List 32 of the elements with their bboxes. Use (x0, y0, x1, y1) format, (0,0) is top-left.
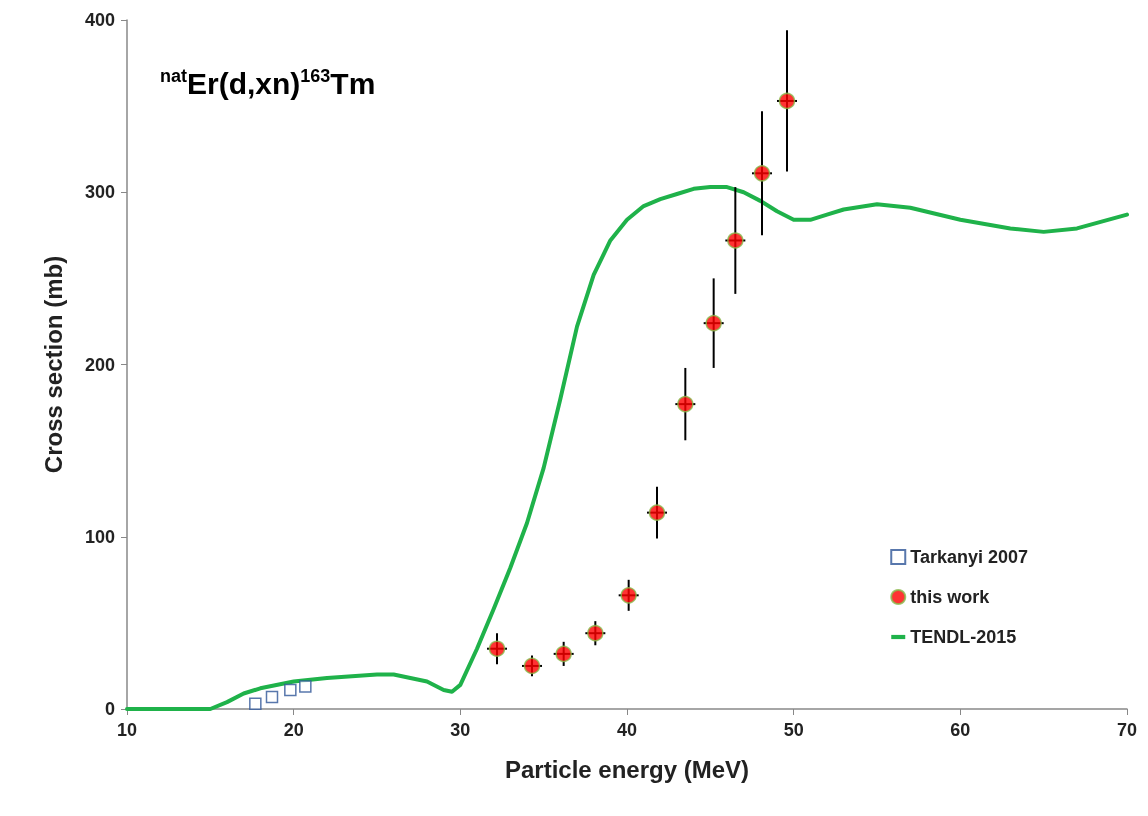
y-tick-label: 400 (84, 10, 115, 30)
point (265, 690, 279, 704)
point (299, 680, 312, 693)
y-tick-label: 100 (84, 526, 115, 547)
point (488, 640, 506, 657)
x-tick-label: 60 (950, 720, 971, 740)
y-axis-title: Cross section (mb) (39, 255, 67, 474)
y-tick-label: 200 (84, 354, 115, 375)
x-tick-label: 30 (450, 720, 471, 740)
x-tick-label: 70 (1116, 720, 1138, 740)
legend-label: Tarkanyi 2007 (910, 547, 1028, 567)
point (677, 395, 694, 413)
point (753, 165, 771, 182)
x-tick-label: 20 (283, 720, 304, 740)
point (705, 314, 722, 332)
point (620, 587, 637, 604)
x-tick-label: 50 (783, 720, 804, 740)
point (284, 683, 297, 697)
legend-label: TENDL-2015 (910, 627, 1017, 647)
x-axis-title: Particle energy (MeV) (504, 755, 750, 783)
point (249, 697, 262, 711)
point (555, 645, 572, 663)
y-tick-label: 300 (84, 182, 115, 203)
point (648, 504, 666, 521)
x-tick-label: 40 (616, 720, 638, 740)
point (523, 657, 541, 675)
x-tick-label: 10 (116, 720, 138, 740)
point (727, 232, 744, 249)
y-tick-label: 0 (104, 699, 115, 719)
legend-label: this work (910, 587, 991, 607)
point (587, 624, 604, 642)
point (778, 92, 796, 110)
